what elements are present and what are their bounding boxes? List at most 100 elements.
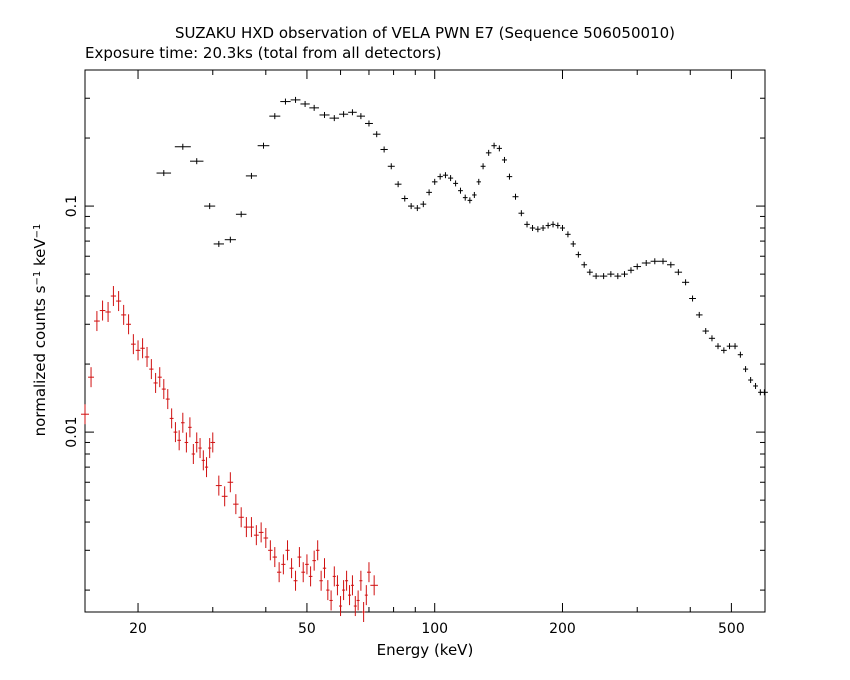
- data-point: [272, 547, 277, 568]
- data-point: [276, 562, 282, 583]
- data-point: [110, 286, 117, 307]
- data-point: [535, 226, 541, 233]
- data-point: [732, 343, 738, 350]
- data-point: [458, 187, 463, 194]
- x-axis-label: Energy (keV): [377, 641, 474, 659]
- data-point: [253, 525, 259, 546]
- data-point: [188, 417, 192, 438]
- data-point: [408, 203, 415, 210]
- data-point: [153, 372, 158, 393]
- data-point: [245, 172, 258, 179]
- data-point: [674, 269, 683, 276]
- data-point: [169, 408, 174, 429]
- x-tick-label: 500: [718, 621, 745, 637]
- data-point: [356, 113, 366, 120]
- data-point: [559, 224, 566, 231]
- x-tick-label: 20: [129, 621, 147, 637]
- data-point: [319, 111, 330, 118]
- data-point: [224, 236, 236, 243]
- data-point: [581, 261, 588, 268]
- data-point: [426, 189, 432, 196]
- y-tick-label: 0.01: [64, 417, 80, 448]
- data-point: [329, 115, 340, 122]
- data-point: [308, 566, 313, 587]
- data-point: [227, 472, 234, 493]
- y-axis-label: normalized counts s−1 keV−1: [31, 224, 49, 437]
- axis-ticks: [85, 69, 766, 612]
- series-1: [156, 96, 768, 396]
- data-point: [367, 562, 371, 583]
- data-point: [370, 575, 378, 596]
- data-point: [285, 540, 290, 561]
- data-point: [586, 269, 593, 276]
- data-point: [94, 311, 100, 332]
- data-point: [315, 540, 320, 561]
- data-point: [243, 517, 249, 538]
- data-point: [161, 379, 166, 400]
- data-point: [414, 205, 421, 212]
- data-point: [501, 156, 507, 163]
- data-point: [380, 146, 388, 153]
- data-point: [174, 143, 191, 150]
- data-point: [472, 191, 477, 198]
- data-point: [467, 197, 473, 204]
- data-point: [350, 575, 354, 596]
- data-point: [339, 596, 343, 617]
- data-point: [550, 221, 556, 228]
- data-point: [529, 224, 536, 231]
- data-point: [342, 580, 346, 601]
- data-point: [289, 558, 294, 579]
- data-point: [116, 291, 122, 312]
- data-point: [184, 432, 189, 453]
- data-point: [491, 142, 497, 149]
- data-point: [238, 507, 244, 528]
- data-point: [268, 540, 273, 561]
- data-point: [496, 145, 502, 152]
- data-point: [607, 271, 615, 278]
- data-point: [365, 120, 373, 127]
- data-point: [682, 279, 690, 286]
- data-point: [720, 347, 727, 354]
- axis-tick-labels: 20 50 100 200 500 0.1 0.01: [64, 195, 745, 637]
- data-point: [177, 430, 182, 451]
- data-point: [248, 517, 254, 538]
- data-point: [213, 240, 224, 247]
- data-point: [210, 432, 216, 453]
- data-point: [297, 547, 302, 568]
- data-point: [633, 263, 642, 270]
- data-point: [401, 195, 409, 202]
- data-series: [80, 96, 768, 622]
- data-point: [300, 100, 310, 107]
- plot-frame: [84, 69, 766, 613]
- data-point: [614, 273, 622, 280]
- data-point: [130, 334, 136, 355]
- data-point: [658, 258, 668, 265]
- y-axis-label-mid: keV: [31, 238, 49, 271]
- data-point: [140, 338, 145, 359]
- data-point: [99, 300, 106, 321]
- data-point: [708, 335, 716, 342]
- data-point: [126, 314, 132, 335]
- data-point: [190, 158, 204, 165]
- data-point: [201, 450, 205, 471]
- axes: [84, 69, 766, 613]
- data-point: [312, 550, 316, 571]
- chart-subtitle: Exposure time: 20.3ks (total from all de…: [85, 44, 441, 62]
- data-point: [599, 273, 608, 280]
- data-point: [372, 131, 381, 138]
- data-point: [198, 438, 202, 459]
- data-point: [356, 590, 360, 611]
- data-point: [715, 343, 721, 350]
- data-point: [339, 111, 349, 118]
- data-point: [257, 142, 270, 149]
- data-point: [348, 585, 352, 606]
- data-point: [545, 222, 551, 229]
- data-point: [149, 359, 154, 380]
- data-point: [165, 389, 170, 410]
- y-axis-label-main: normalized counts s: [31, 285, 49, 436]
- data-point: [506, 173, 513, 180]
- x-tick-label: 100: [421, 621, 448, 637]
- data-point: [258, 522, 264, 543]
